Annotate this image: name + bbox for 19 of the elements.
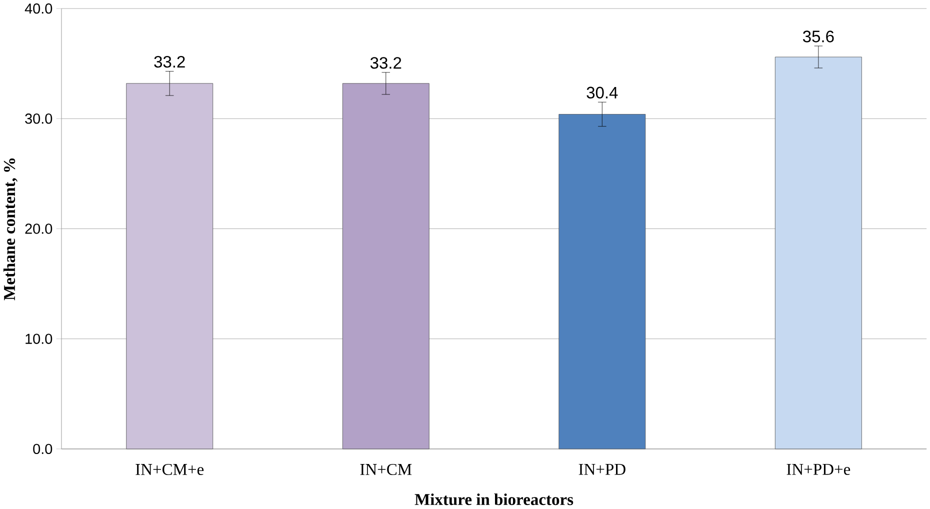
bar [774, 57, 862, 450]
y-tick-label: 30.0 [25, 114, 52, 124]
x-tick-label: IN+PD [578, 464, 626, 475]
y-tick-label: 0.0 [33, 444, 52, 454]
y-tick-label: 40.0 [24, 4, 52, 14]
x-tick-label: IN+PD+e [786, 464, 850, 476]
bar [342, 83, 430, 450]
data-label: 35.6 [802, 30, 834, 43]
data-label: 30.4 [586, 87, 618, 99]
y-tick-label: 20.0 [25, 224, 52, 234]
bar [558, 114, 646, 450]
y-axis-title: Methane content, % [3, 158, 18, 300]
y-tick-label: 10.0 [26, 334, 52, 344]
x-axis-title: Mixture in bioreactors [414, 494, 574, 506]
data-label: 33.2 [154, 56, 185, 68]
bar [126, 83, 214, 450]
x-tick-label: IN+CM+e [136, 464, 204, 476]
x-tick-label: IN+CM [360, 464, 412, 476]
data-label: 33.2 [370, 57, 402, 69]
